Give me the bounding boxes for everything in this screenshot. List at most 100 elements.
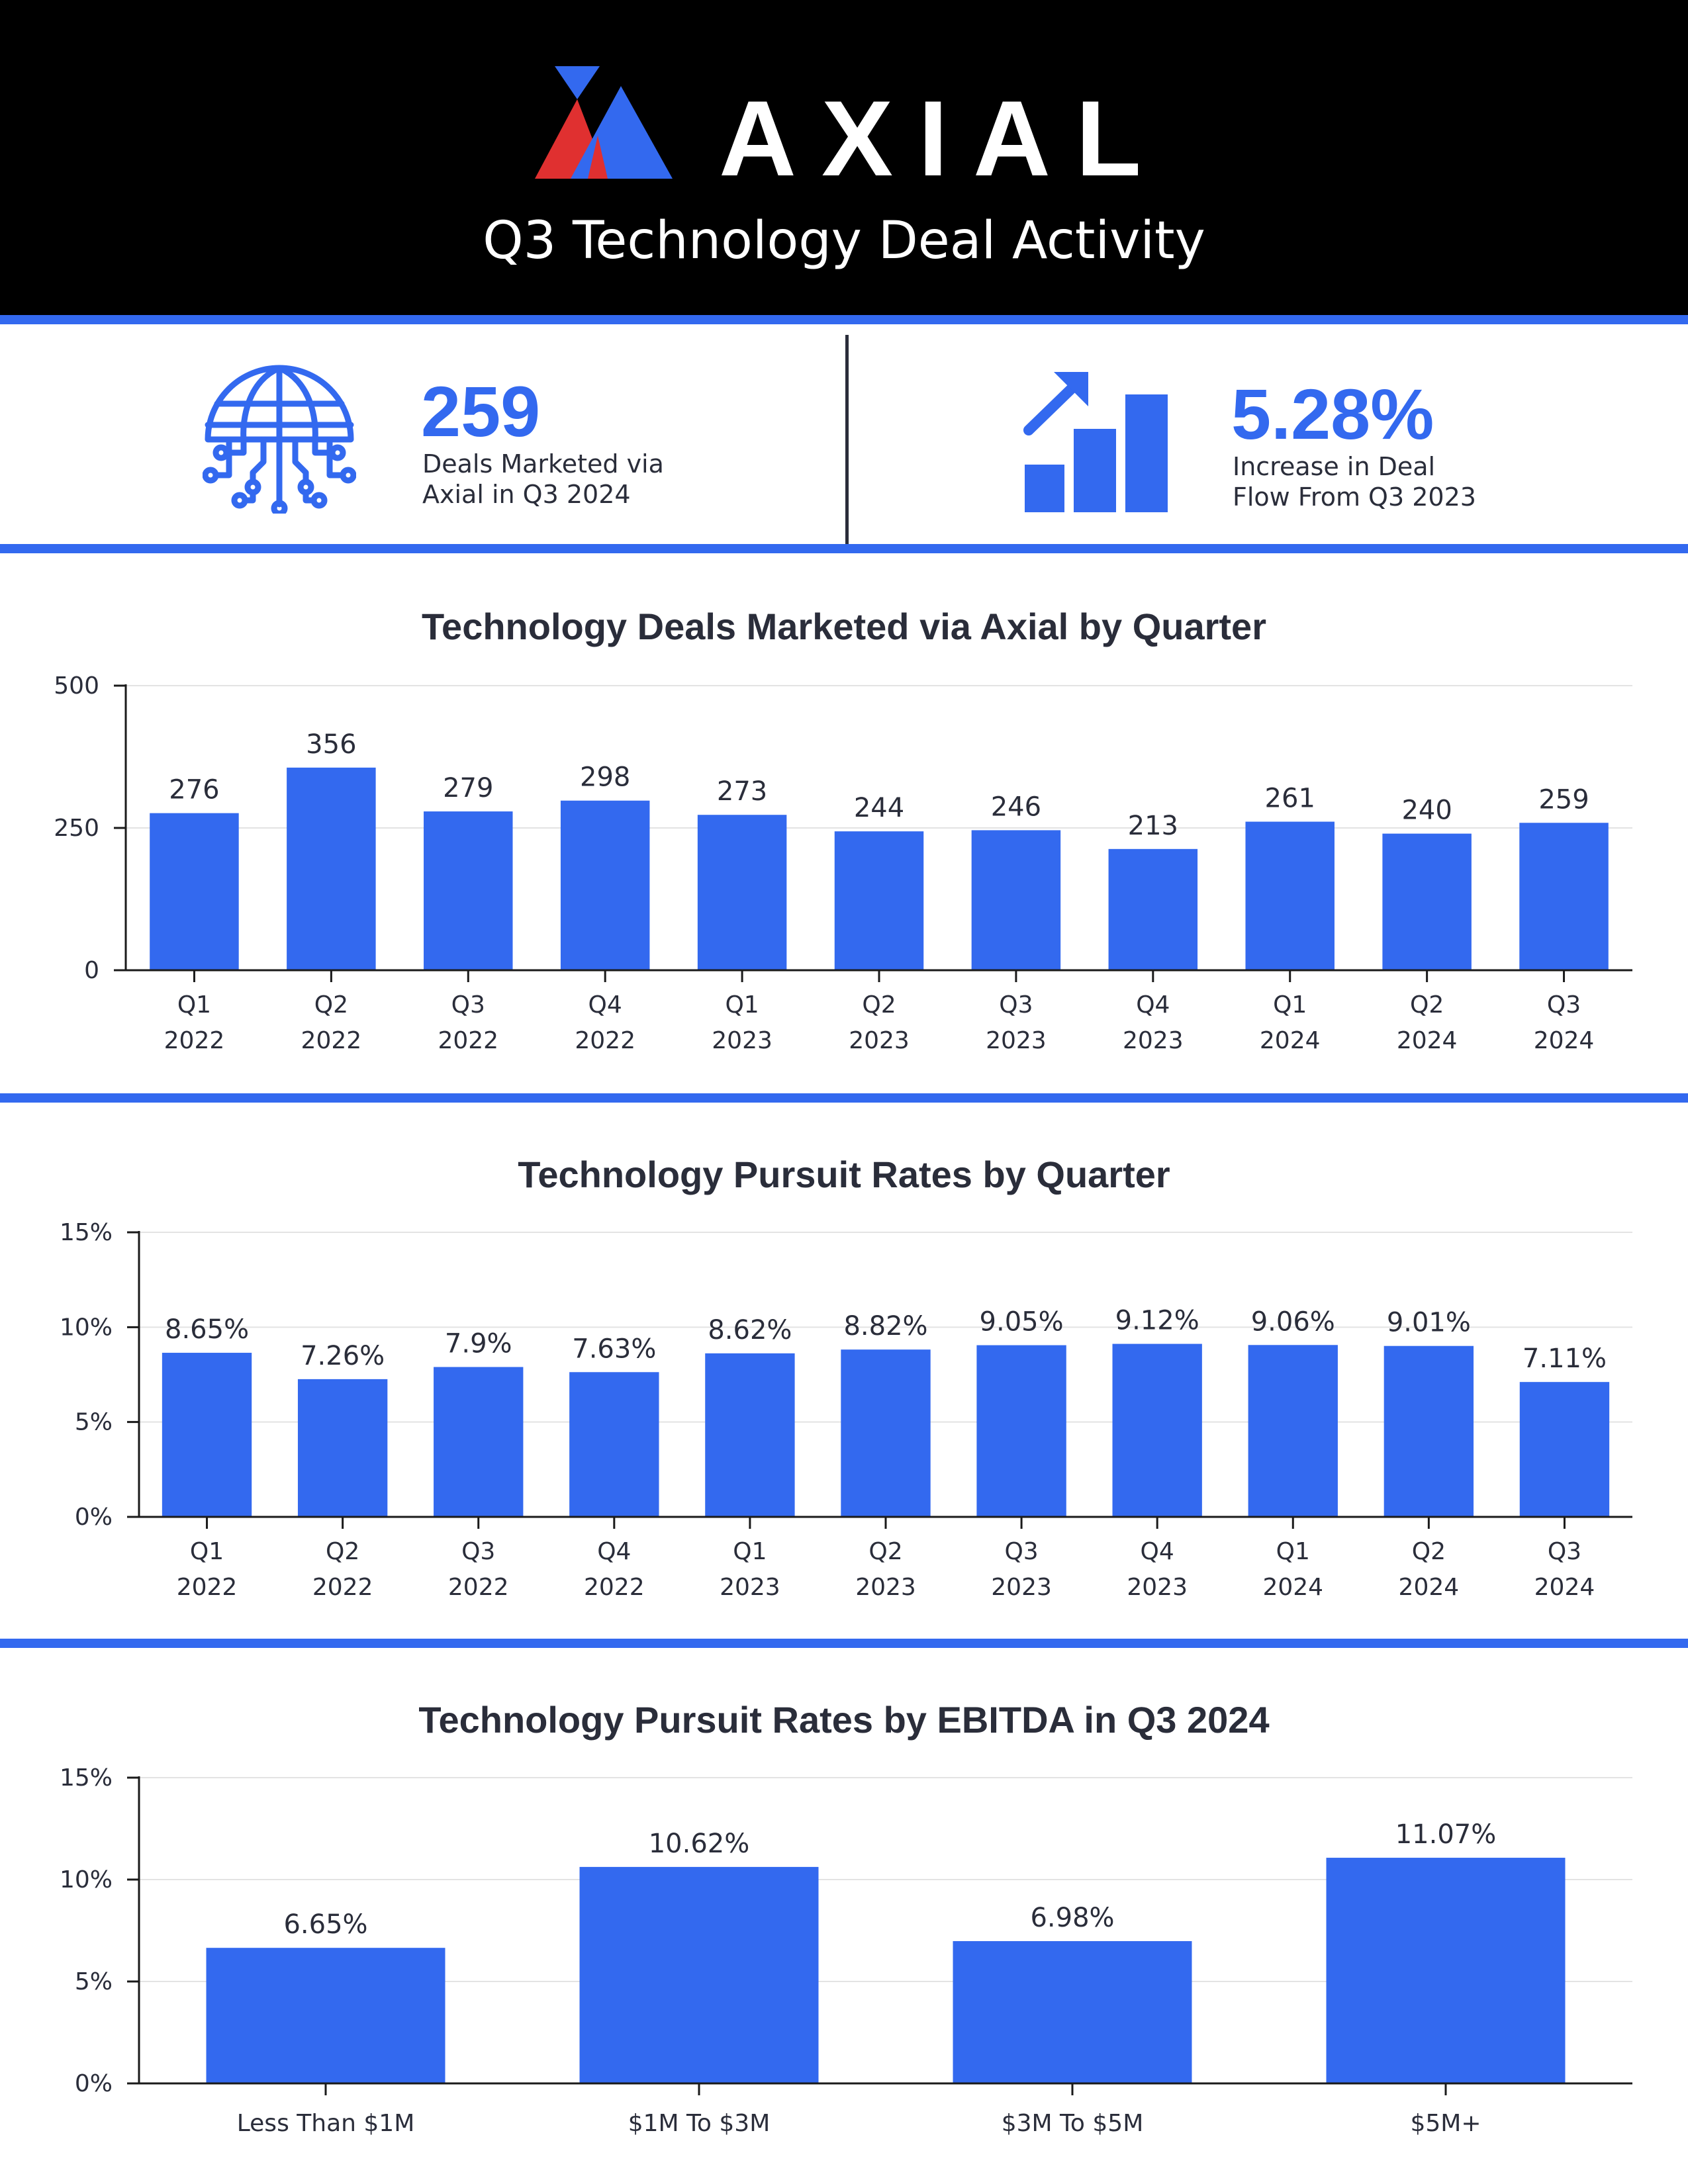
- bar: [953, 1941, 1192, 2083]
- data-label: 7.63%: [572, 1334, 656, 1364]
- bar: [1108, 848, 1198, 970]
- caption-line: Increase in Deal: [1233, 452, 1436, 481]
- x-tick-label: Q3: [999, 991, 1033, 1019]
- bar: [434, 1367, 524, 1517]
- data-label: 259: [1538, 784, 1589, 815]
- data-label: 213: [1128, 811, 1178, 841]
- x-tick-label: 2022: [438, 1027, 498, 1054]
- data-label: 8.62%: [708, 1315, 792, 1345]
- bar: [206, 1948, 445, 2083]
- section-divider: [0, 1639, 1688, 1648]
- y-tick-label: 0: [84, 957, 99, 984]
- bar-growth-arrow-icon: [1023, 372, 1168, 512]
- y-tick-label: 15%: [60, 1764, 113, 1792]
- data-label: 7.11%: [1523, 1343, 1607, 1374]
- x-tick-label: 2023: [991, 1574, 1052, 1601]
- data-label: 7.9%: [445, 1329, 512, 1359]
- x-tick-label: Less Than $1M: [237, 2110, 415, 2137]
- x-tick-label: Q1: [1273, 991, 1307, 1019]
- bar: [1519, 823, 1609, 970]
- y-tick-label: 15%: [60, 1219, 113, 1246]
- bar: [150, 813, 239, 970]
- bar: [841, 1349, 931, 1517]
- x-tick-label: 2024: [1262, 1574, 1323, 1601]
- x-tick-label: 2022: [301, 1027, 362, 1054]
- y-tick-label: 250: [54, 815, 99, 842]
- bar: [1245, 821, 1335, 970]
- x-tick-label: $1M To $3M: [628, 2110, 771, 2137]
- x-tick-label: Q4: [1141, 1538, 1174, 1565]
- x-tick-label: 2023: [1127, 1574, 1188, 1601]
- x-tick-label: Q2: [314, 991, 348, 1019]
- x-tick-label: Q4: [588, 991, 622, 1019]
- y-tick-label: 0%: [75, 2070, 113, 2097]
- x-tick-label: $3M To $5M: [1002, 2110, 1144, 2137]
- y-tick-label: 10%: [60, 1866, 113, 1893]
- x-tick-label: 2023: [849, 1027, 910, 1054]
- data-label: 7.26%: [301, 1341, 385, 1371]
- bar: [705, 1353, 795, 1517]
- x-tick-label: Q3: [1547, 991, 1581, 1019]
- data-label: 240: [1401, 796, 1452, 826]
- data-label: 8.82%: [843, 1311, 927, 1342]
- bar: [834, 831, 924, 970]
- bar: [1519, 1382, 1610, 1517]
- x-tick-label: 2024: [1534, 1574, 1595, 1601]
- bar: [1248, 1345, 1338, 1517]
- x-tick-label: 2022: [575, 1027, 635, 1054]
- deals-marketed-caption: Deals Marketed via Axial in Q3 2024: [422, 449, 767, 510]
- bar: [579, 1866, 819, 2083]
- x-tick-label: 2024: [1399, 1574, 1460, 1601]
- pursuit-rates-by-quarter-chart: 0% 5% 10% 15% 8.65% Q1 2022 7.26% Q2 2022 7.9% Q3 20…: [60, 1219, 1632, 1601]
- x-tick-label: Q2: [326, 1538, 359, 1565]
- x-tick-label: $5M+: [1410, 2110, 1481, 2137]
- x-tick-label: 2024: [1397, 1027, 1458, 1054]
- x-tick-label: Q4: [1136, 991, 1170, 1019]
- stats-divider: [845, 335, 849, 544]
- pursuit-rates-by-ebitda-chart: 0% 5% 10% 15% 6.65% Less Than $1M 10.62% $1M To…: [60, 1764, 1632, 2137]
- x-tick-label: 2023: [712, 1027, 773, 1054]
- x-tick-label: Q2: [868, 1538, 902, 1565]
- x-tick-label: Q1: [177, 991, 211, 1019]
- x-tick-label: Q3: [461, 1538, 495, 1565]
- data-label: 356: [306, 729, 356, 760]
- x-tick-label: 2023: [720, 1574, 780, 1601]
- bar: [971, 830, 1061, 970]
- deals-by-quarter-chart: 0 250 500 276 Q1 2022 356 Q2 2022 279 Q3 2022 298 Q4 2…: [54, 672, 1632, 1054]
- bar: [1383, 1345, 1474, 1517]
- x-tick-label: Q4: [597, 1538, 631, 1565]
- x-tick-label: Q1: [190, 1538, 224, 1565]
- bar: [162, 1353, 252, 1517]
- x-tick-label: 2022: [584, 1574, 645, 1601]
- caption-line: Flow From Q3 2023: [1233, 482, 1476, 512]
- x-tick-label: Q3: [451, 991, 485, 1019]
- brand-wordmark: AXIAL: [719, 79, 1166, 199]
- data-label: 9.01%: [1387, 1308, 1471, 1338]
- page-title: Q3 Technology Deal Activity: [483, 211, 1205, 271]
- x-tick-label: 2022: [164, 1027, 225, 1054]
- bar: [287, 767, 376, 970]
- data-label: 261: [1265, 784, 1315, 814]
- bar: [424, 811, 513, 970]
- data-label: 298: [580, 762, 630, 793]
- deal-flow-increase-value: 5.28%: [1231, 374, 1434, 454]
- x-tick-label: 2022: [448, 1574, 509, 1601]
- bar: [1326, 1858, 1566, 2083]
- bar: [1382, 833, 1472, 970]
- x-tick-label: Q2: [862, 991, 896, 1019]
- y-tick-label: 5%: [75, 1968, 113, 1995]
- y-tick-label: 5%: [75, 1409, 113, 1436]
- x-tick-label: Q1: [733, 1538, 767, 1565]
- bar: [569, 1372, 659, 1517]
- section-divider: [0, 315, 1688, 324]
- x-tick-label: Q2: [1410, 991, 1444, 1019]
- data-label: 8.65%: [165, 1314, 249, 1345]
- x-tick-label: 2024: [1534, 1027, 1595, 1054]
- data-label: 9.06%: [1251, 1306, 1335, 1337]
- x-tick-label: 2023: [986, 1027, 1047, 1054]
- data-label: 244: [854, 793, 904, 823]
- deal-flow-increase-caption: Increase in Deal Flow From Q3 2023: [1233, 451, 1577, 512]
- x-tick-label: 2024: [1260, 1027, 1321, 1054]
- bar: [560, 800, 650, 970]
- caption-line: Deals Marketed via: [422, 449, 664, 478]
